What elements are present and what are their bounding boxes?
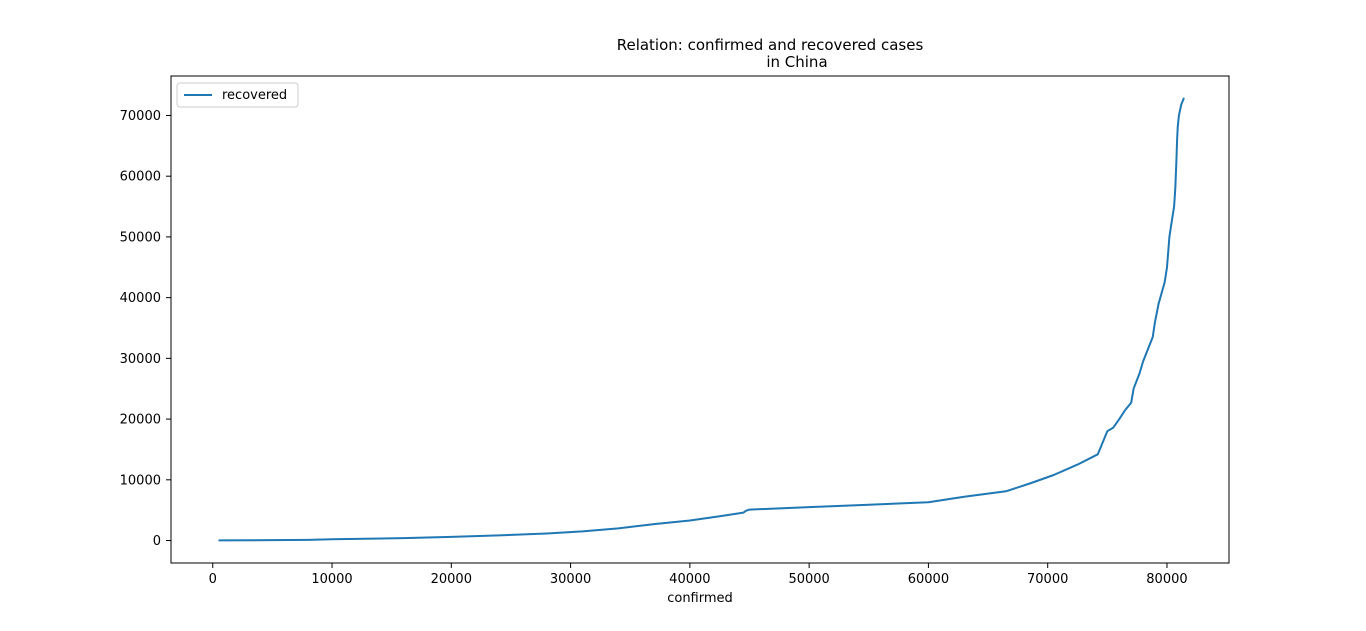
legend: recovered: [176, 82, 299, 108]
x-tick-label: 30000: [550, 572, 591, 587]
x-axis-ticks: 0 10000 20000 30000 40000 50000 60000 70000 8000…: [209, 563, 1188, 587]
x-tick-label: 60000: [908, 572, 949, 587]
y-axis-ticks: 0 10000 20000 30000 40000 50000 60000 70000: [120, 109, 171, 549]
x-tick-label: 20000: [431, 572, 472, 587]
y-tick-label: 20000: [120, 413, 161, 428]
x-tick-label: 40000: [669, 572, 710, 587]
y-tick-label: 60000: [120, 170, 161, 185]
plot-frame: [170, 75, 1230, 564]
x-tick-label: 70000: [1027, 572, 1068, 587]
y-tick-label: 30000: [120, 352, 161, 367]
plot-layer: [218, 97, 1185, 542]
series-line-recovered: [218, 97, 1185, 542]
y-tick-label: 10000: [120, 473, 161, 488]
legend-box: [176, 82, 299, 108]
x-tick-label: 80000: [1146, 572, 1187, 587]
y-tick-label: 40000: [120, 291, 161, 306]
x-tick-label: 50000: [788, 572, 829, 587]
x-tick-label: 0: [209, 572, 217, 587]
chart-title-line-1: Relation: confirmed and recovered cases: [617, 36, 924, 54]
x-tick-label: 10000: [311, 572, 352, 587]
x-axis-label: confirmed: [667, 591, 733, 606]
y-tick-label: 70000: [120, 109, 161, 124]
chart-title-line-2: in China: [766, 53, 827, 71]
y-tick-label: 0: [153, 534, 161, 549]
y-tick-label: 50000: [120, 230, 161, 245]
legend-label-recovered: recovered: [222, 88, 287, 103]
